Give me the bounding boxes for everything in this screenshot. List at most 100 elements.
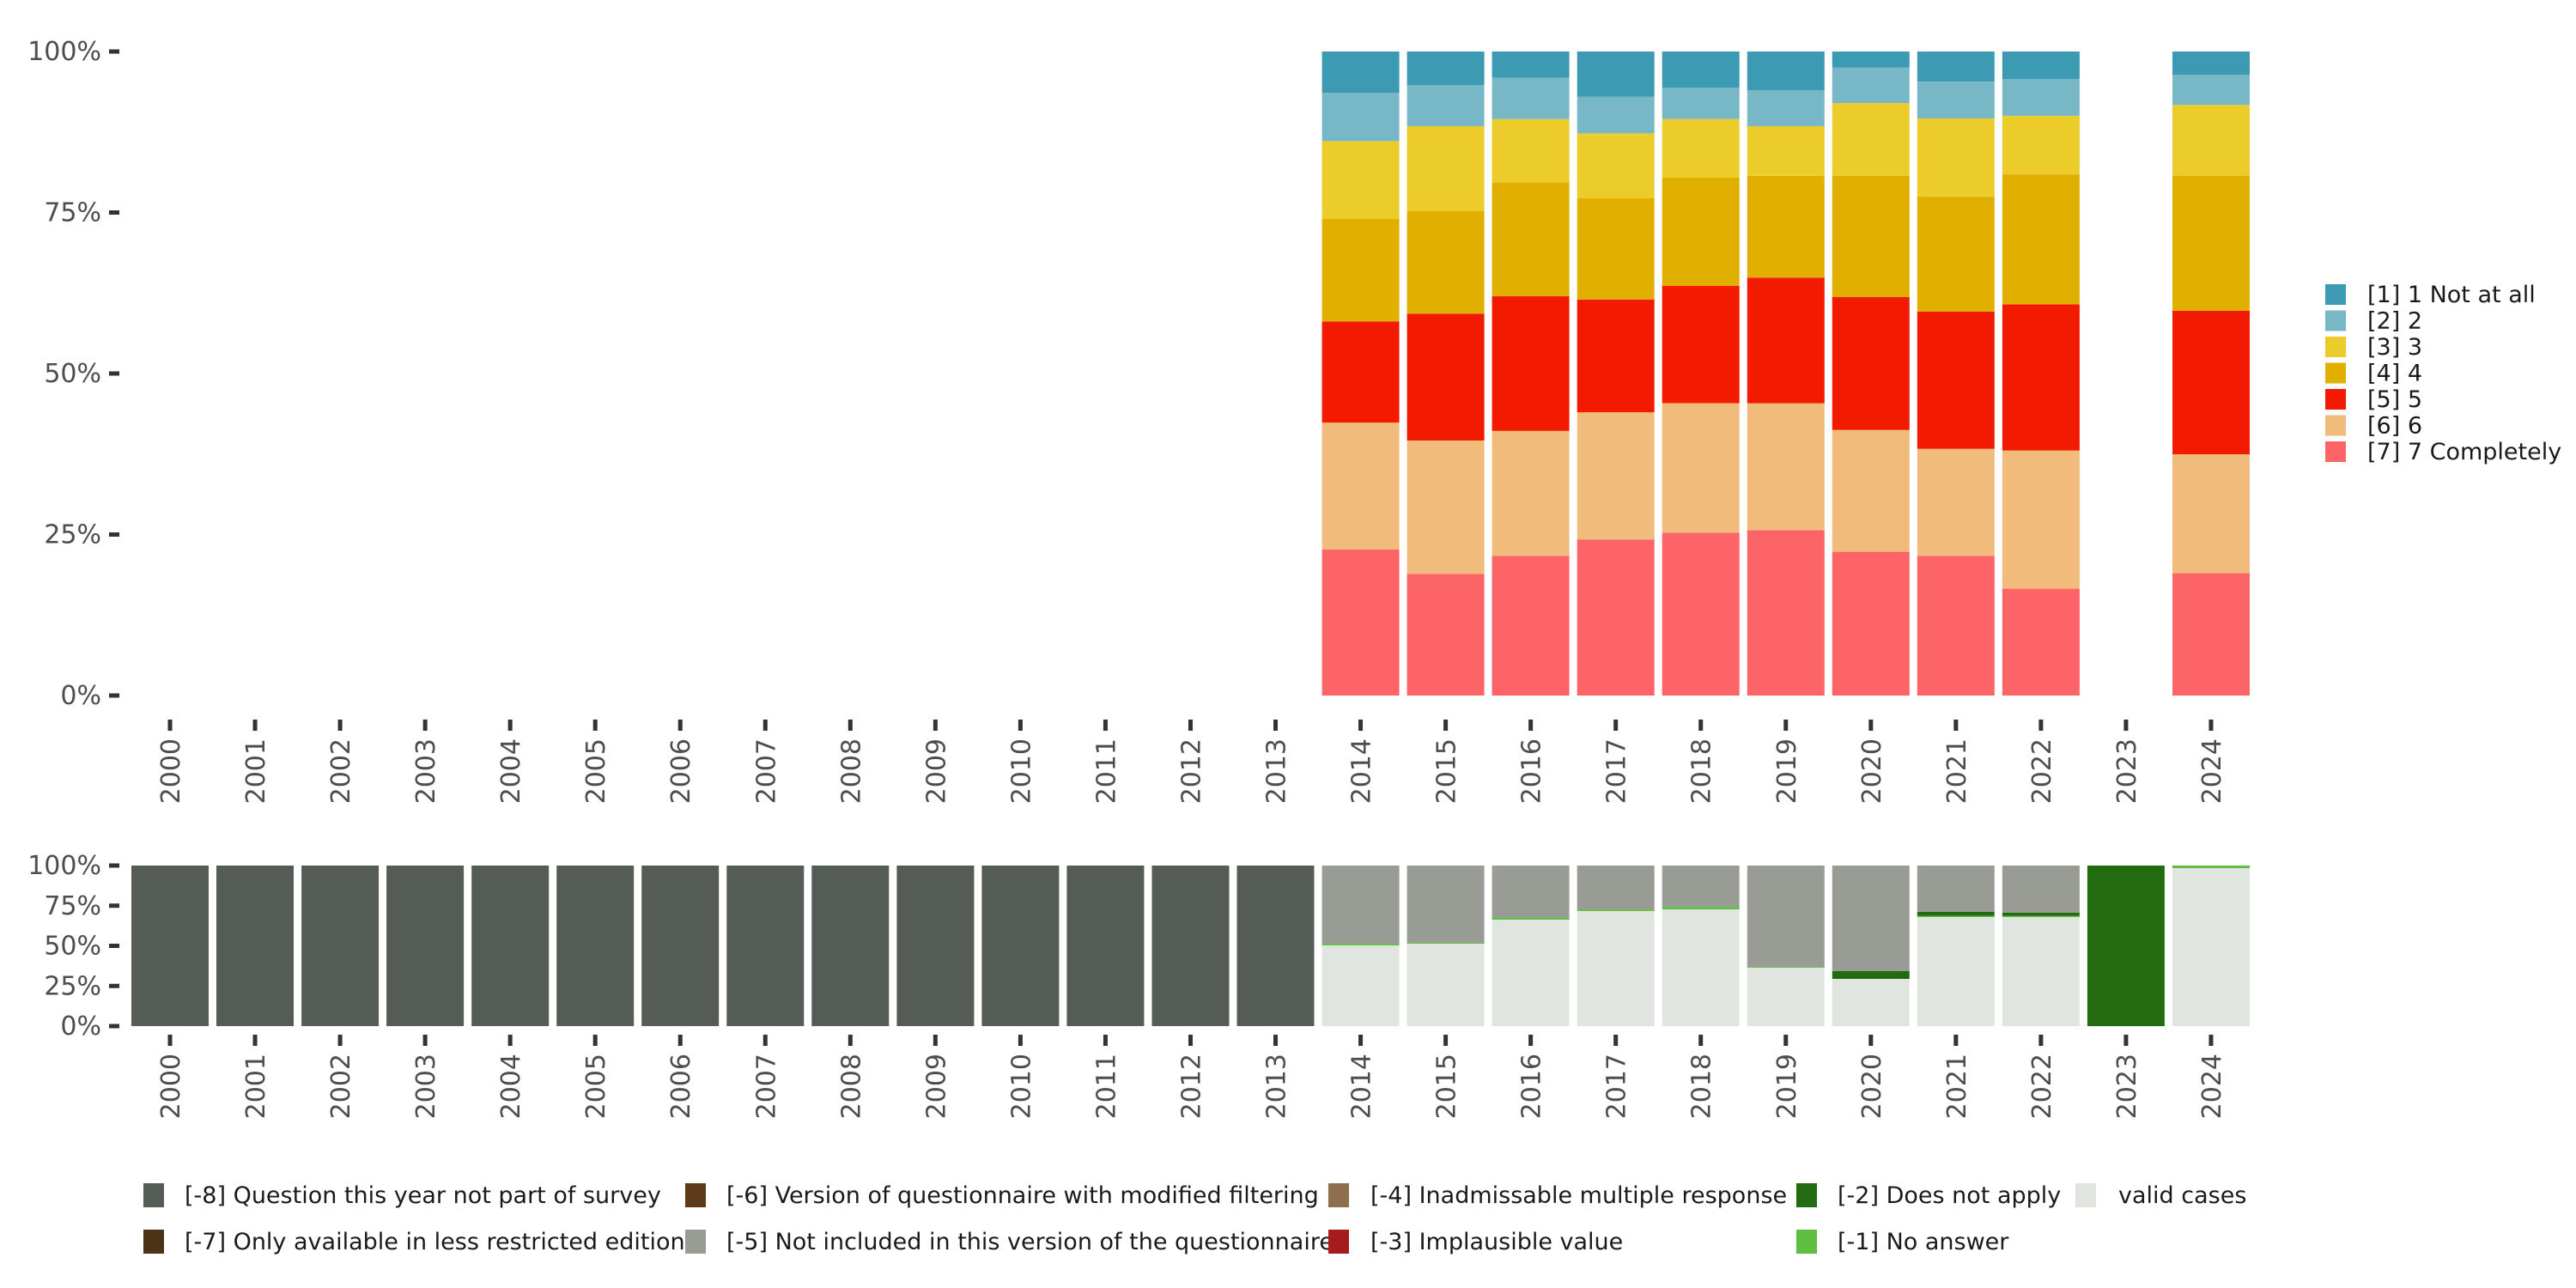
top-bar-segment (1832, 551, 1910, 696)
top-bar-segment (1492, 182, 1570, 297)
top-legend-label: [1] 1 Not at all (2367, 282, 2536, 308)
bottom-bar-segment (556, 866, 635, 1026)
top-bar-segment (1832, 429, 1910, 552)
top-bar-segment (1662, 286, 1740, 404)
bottom-bar-segment (1747, 967, 1825, 968)
top-bar-segment (1917, 82, 1995, 118)
bottom-x-tick (1273, 1035, 1279, 1046)
top-bar-segment (1832, 52, 1910, 68)
bottom-x-tick (677, 1035, 683, 1046)
top-x-tick-label: 2005 (581, 738, 611, 804)
top-x-tick (1443, 720, 1449, 731)
top-x-tick-label: 2006 (666, 738, 696, 804)
top-x-tick-label: 2004 (496, 738, 526, 804)
bottom-x-tick-label: 2008 (836, 1054, 866, 1119)
top-bar-segment (1832, 67, 1910, 104)
bottom-bar-segment (1662, 866, 1740, 908)
bottom-y-tick-label: 50% (44, 932, 101, 962)
top-bar-segment (1492, 77, 1570, 119)
top-x-tick (252, 720, 258, 731)
top-legend-swatch (2325, 337, 2346, 357)
bottom-x-tick-label: 2000 (156, 1054, 186, 1119)
bottom-legend: [-8] Question this year not part of surv… (143, 1182, 2246, 1255)
top-bar-segment (1662, 88, 1740, 119)
bottom-bar-segment (1832, 979, 1910, 1026)
top-y-axis: 0% 25% 50% 75% 100% (27, 37, 119, 711)
bottom-x-tick-label: 2015 (1432, 1054, 1462, 1119)
top-bar-segment (1321, 549, 1400, 696)
bottom-bar-segment (1492, 920, 1570, 1026)
top-bar-segment (2172, 310, 2250, 454)
bottom-x-tick-label: 2022 (2027, 1054, 2057, 1119)
bottom-x-tick-label: 2014 (1347, 1054, 1377, 1119)
top-bar-segment (2172, 454, 2250, 574)
top-x-tick-label: 2020 (1857, 738, 1887, 804)
top-x-tick (933, 720, 938, 731)
top-bar-segment (1917, 196, 1995, 312)
bottom-bar-segment (2002, 913, 2080, 916)
bottom-bar-segment (641, 866, 720, 1026)
top-bar-segment (1577, 299, 1655, 413)
top-x-tick (848, 720, 853, 731)
bottom-legend-label: [-2] Does not apply (1838, 1182, 2061, 1209)
top-x-tick-label: 2015 (1432, 738, 1462, 804)
bottom-x-tick-label: 2024 (2197, 1054, 2227, 1119)
bottom-y-axis: 0% 25% 50% 75% 100% (27, 851, 119, 1042)
bottom-bar-segment (2172, 866, 2250, 868)
top-x-tick (1528, 720, 1534, 731)
top-bar-segment (2172, 175, 2250, 311)
top-legend-label: [3] 3 (2367, 334, 2422, 361)
top-x-tick-label: 2012 (1176, 738, 1206, 804)
top-x-tick (592, 720, 598, 731)
bottom-x-tick-label: 2010 (1006, 1054, 1036, 1119)
bottom-bar-segment (1406, 866, 1485, 943)
top-bar-segment (1577, 133, 1655, 199)
top-bar-segment (1917, 556, 1995, 696)
bottom-bar-segment (1747, 866, 1825, 967)
bottom-legend-label: [-3] Implausible value (1370, 1229, 1623, 1255)
bottom-bar-segment (1832, 971, 1910, 979)
bottom-bar-segment (1577, 910, 1655, 1026)
top-bar-segment (1747, 126, 1825, 176)
top-bar-segment (1492, 430, 1570, 556)
bottom-bar-segment (471, 866, 550, 1026)
top-y-tick (109, 210, 119, 215)
bottom-bar-segment (1577, 909, 1655, 911)
top-x-tick (1103, 720, 1108, 731)
bottom-bar-segment (1832, 866, 1910, 971)
top-bar-segment (1321, 52, 1400, 93)
bottom-x-tick-label: 2020 (1857, 1054, 1887, 1119)
bottom-x-tick-label: 2023 (2112, 1054, 2142, 1119)
bottom-bar-segment (2172, 868, 2250, 1026)
bottom-x-tick-label: 2007 (751, 1054, 781, 1119)
top-bar-segment (1747, 52, 1825, 90)
bottom-x-tick (1953, 1035, 1959, 1046)
top-legend-label: [7] 7 Completely (2367, 439, 2561, 465)
bottom-x-tick (1103, 1035, 1108, 1046)
top-x-tick (2208, 720, 2214, 731)
top-bar-segment (2172, 75, 2250, 106)
bottom-legend-label: [-7] Only available in less restricted e… (185, 1229, 685, 1255)
bottom-bar-segment (2087, 866, 2165, 1026)
top-x-tick-label: 2003 (411, 738, 441, 804)
bottom-x-tick (507, 1035, 513, 1046)
top-x-tick-label: 2011 (1091, 738, 1121, 804)
top-bar-segment (1492, 118, 1570, 183)
bottom-y-tick-label: 100% (27, 851, 101, 881)
bottom-legend-swatch (1328, 1183, 1349, 1207)
bottom-x-tick-label: 2019 (1772, 1054, 1802, 1119)
bottom-y-tick-label: 25% (44, 971, 101, 1001)
bottom-x-tick-label: 2013 (1262, 1054, 1292, 1119)
bottom-bar-segment (2002, 866, 2080, 913)
top-y-tick-label: 25% (44, 520, 101, 550)
bottom-legend-swatch (143, 1230, 164, 1254)
bottom-bar-segment (2002, 917, 2080, 1026)
top-bar-segment (2002, 304, 2080, 451)
bottom-bar-segment (1917, 915, 1995, 917)
top-bar-segment (1577, 52, 1655, 97)
top-bar-segment (2172, 573, 2250, 696)
top-bar-segment (1747, 403, 1825, 531)
top-x-tick-label: 2007 (751, 738, 781, 804)
top-bar-segment (1577, 96, 1655, 134)
top-x-tick-label: 2021 (1942, 738, 1972, 804)
